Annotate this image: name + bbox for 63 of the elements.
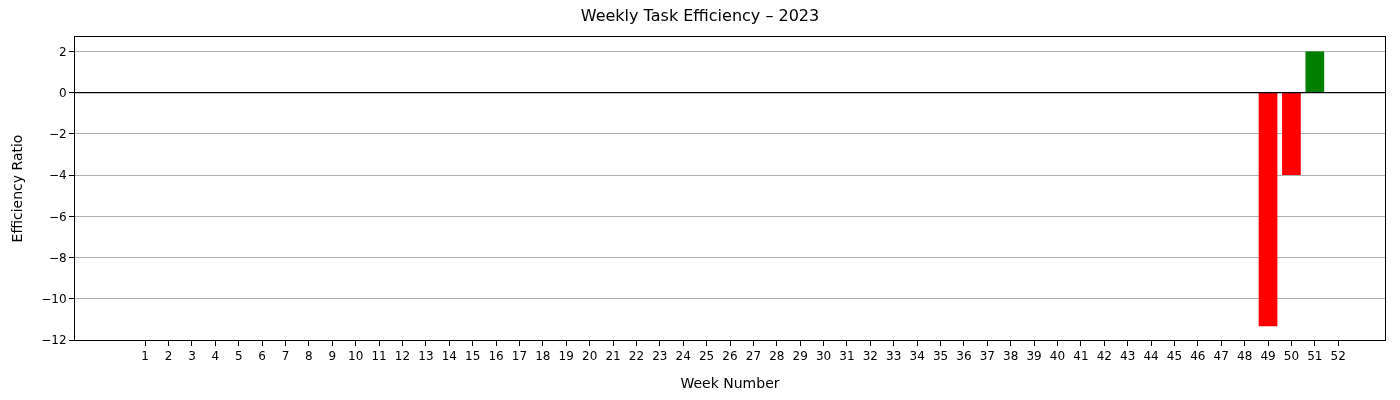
x-tick-label: 14 <box>441 349 457 364</box>
x-tick-label: 38 <box>1003 349 1019 364</box>
x-tick-label: 51 <box>1307 349 1323 364</box>
chart-title: Weekly Task Efficiency – 2023 <box>580 6 820 26</box>
x-tick-label: 42 <box>1096 349 1112 364</box>
y-tick-label: −8 <box>48 250 67 265</box>
x-tick-label: 15 <box>465 349 481 364</box>
x-tick-label: 28 <box>769 349 785 364</box>
x-tick-label: 19 <box>558 349 574 364</box>
x-tick-label: 45 <box>1166 349 1183 364</box>
x-tick-label: 4 <box>211 349 220 364</box>
y-tick-label: −4 <box>48 168 67 183</box>
y-axis-title: Efficiency Ratio <box>8 134 25 243</box>
x-tick-label: 34 <box>909 349 925 364</box>
x-tick-label: 43 <box>1120 349 1136 364</box>
x-tick-label: 46 <box>1190 349 1206 364</box>
x-tick-label: 33 <box>886 349 902 364</box>
x-tick-label: 23 <box>652 349 668 364</box>
y-tick-label: −10 <box>41 291 67 306</box>
x-tick-label: 8 <box>305 349 313 364</box>
x-tick-label: 52 <box>1330 349 1346 364</box>
x-tick-label: 37 <box>979 349 995 364</box>
y-tick-label: −2 <box>48 127 67 142</box>
x-tick-label: 25 <box>698 349 715 364</box>
x-tick-label: 41 <box>1073 349 1089 364</box>
x-tick-label: 1 <box>141 349 149 364</box>
x-tick-label: 49 <box>1260 349 1276 364</box>
x-tick-label: 47 <box>1213 349 1229 364</box>
x-tick-label: 18 <box>535 349 551 364</box>
x-tick-label: 36 <box>956 349 972 364</box>
x-tick-label: 26 <box>722 349 738 364</box>
x-tick-label: 48 <box>1237 349 1253 364</box>
x-tick-label: 31 <box>839 349 855 364</box>
x-axis-title: Week Number <box>680 374 780 391</box>
x-tick-label: 30 <box>815 349 832 364</box>
x-tick-label: 9 <box>328 349 337 364</box>
x-tick-label: 20 <box>582 349 598 364</box>
x-tick-label: 29 <box>792 349 808 364</box>
y-tick-label: 2 <box>58 44 67 59</box>
y-tick-label: −6 <box>48 209 67 224</box>
x-tick-label: 5 <box>234 349 243 364</box>
x-tick-label: 40 <box>1049 349 1066 364</box>
x-tick-label: 24 <box>675 349 691 364</box>
x-tick-label: 2 <box>164 349 173 364</box>
x-tick-label: 32 <box>862 349 878 364</box>
x-tick-label: 27 <box>745 349 762 364</box>
x-tick-label: 21 <box>605 349 621 364</box>
x-tick-label: 39 <box>1026 349 1042 364</box>
x-tick-label: 16 <box>488 349 504 364</box>
x-tick-label: 10 <box>348 349 364 364</box>
y-tick-label: 0 <box>58 85 67 100</box>
x-tick-label: 11 <box>371 349 387 364</box>
x-tick-label: 35 <box>932 349 949 364</box>
y-tick-label: −12 <box>41 333 67 348</box>
x-tick-label: 3 <box>188 349 196 364</box>
x-tick-label: 44 <box>1143 349 1159 364</box>
x-tick-label: 22 <box>628 349 645 364</box>
x-tick-label: 12 <box>394 349 411 364</box>
x-tick-label: 6 <box>258 349 266 364</box>
x-tick-label: 13 <box>418 349 434 364</box>
x-tick-label: 17 <box>511 349 528 364</box>
x-tick-label: 7 <box>281 349 290 364</box>
x-tick-label: 50 <box>1283 349 1300 364</box>
